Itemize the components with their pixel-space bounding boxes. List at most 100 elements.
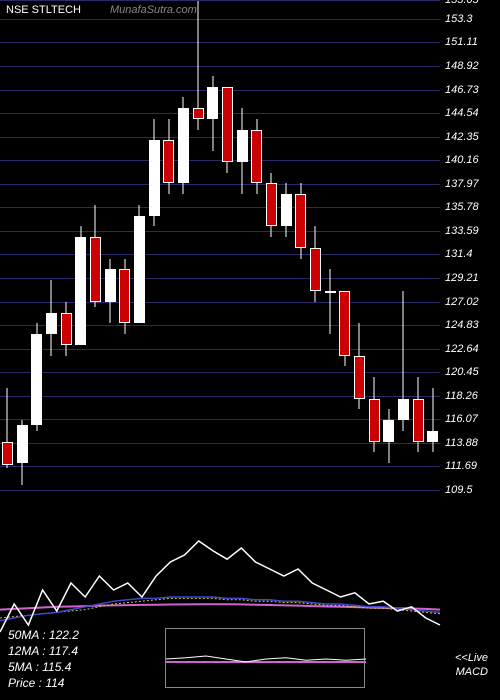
candle: [2, 0, 13, 490]
candle: [237, 0, 248, 490]
candle-body: [413, 399, 424, 442]
y-tick-label: 131.4: [445, 248, 473, 260]
y-tick-label: 113.88: [445, 437, 478, 449]
y-tick-label: 122.64: [445, 343, 479, 355]
stock-chart: NSE STLTECH MunafaSutra.com 50MA : 122.2…: [0, 0, 500, 700]
candle-body: [105, 269, 116, 301]
candle-body: [163, 140, 174, 183]
y-tick-label: 155.05: [445, 0, 479, 6]
candle: [207, 0, 218, 490]
macd-inset: [165, 628, 365, 688]
y-tick-label: 135.78: [445, 201, 479, 213]
candle: [369, 0, 380, 490]
live-label: <<Live: [455, 652, 488, 664]
candle-body: [178, 108, 189, 183]
y-tick-label: 144.54: [445, 107, 479, 119]
watermark: MunafaSutra.com: [110, 4, 197, 16]
y-tick-label: 116.07: [445, 413, 478, 425]
candle-body: [193, 108, 204, 119]
candle: [251, 0, 262, 490]
y-tick-label: 118.26: [445, 390, 478, 402]
candle-body: [61, 313, 72, 345]
y-tick-label: 148.92: [445, 60, 479, 72]
macd-panel: 50MA : 122.2 12MA : 117.4 5MA : 115.4 Pr…: [0, 505, 500, 700]
candle: [193, 0, 204, 490]
candle-body: [339, 291, 350, 356]
gridline: [0, 490, 440, 491]
candlestick-panel: [0, 0, 440, 490]
candle: [325, 0, 336, 490]
ma50-label: 50MA : 122.2: [8, 628, 79, 642]
candle: [354, 0, 365, 490]
candle-body: [398, 399, 409, 421]
candle-body: [354, 356, 365, 399]
y-tick-label: 153.3: [445, 13, 473, 25]
candle-body: [222, 87, 233, 162]
candle: [119, 0, 130, 490]
candle-body: [46, 313, 57, 335]
candle: [310, 0, 321, 490]
candle: [222, 0, 233, 490]
y-tick-label: 137.97: [445, 178, 479, 190]
candle-body: [207, 87, 218, 119]
candle-body: [237, 130, 248, 162]
candle-body: [17, 425, 28, 463]
candle-body: [310, 248, 321, 291]
candle: [383, 0, 394, 490]
candle-body: [2, 442, 13, 466]
y-tick-label: 111.69: [445, 460, 477, 472]
candle-body: [266, 183, 277, 226]
y-tick-label: 127.02: [445, 296, 479, 308]
candle-body: [134, 216, 145, 324]
candle-body: [369, 399, 380, 442]
candle: [398, 0, 409, 490]
candle: [90, 0, 101, 490]
y-tick-label: 124.83: [445, 319, 479, 331]
candle: [178, 0, 189, 490]
candle-body: [325, 291, 336, 293]
candle: [134, 0, 145, 490]
indicator-line: [0, 597, 440, 621]
candle-body: [295, 194, 306, 248]
y-tick-label: 142.35: [445, 131, 479, 143]
candle-wick: [330, 269, 331, 334]
y-tick-label: 146.73: [445, 84, 479, 96]
y-tick-label: 109.5: [445, 484, 473, 496]
candle: [427, 0, 438, 490]
y-tick-label: 120.45: [445, 366, 479, 378]
candle: [163, 0, 174, 490]
candle-body: [31, 334, 42, 425]
candle: [149, 0, 160, 490]
candle-body: [149, 140, 160, 215]
candle: [413, 0, 424, 490]
candle: [61, 0, 72, 490]
candle-body: [427, 431, 438, 442]
candle: [295, 0, 306, 490]
candle: [266, 0, 277, 490]
candle-body: [75, 237, 86, 345]
indicator-line: [0, 541, 440, 632]
candle: [339, 0, 350, 490]
candle: [281, 0, 292, 490]
ma12-label: 12MA : 117.4: [8, 644, 78, 658]
inset-lines: [166, 629, 366, 689]
ma5-label: 5MA : 115.4: [8, 660, 71, 674]
candle: [17, 0, 28, 490]
macd-label: MACD: [456, 666, 488, 678]
y-tick-label: 151.11: [445, 36, 478, 48]
candle: [75, 0, 86, 490]
candle: [46, 0, 57, 490]
price-label: Price : 114: [8, 676, 64, 690]
candle-body: [119, 269, 130, 323]
y-tick-label: 133.59: [445, 225, 479, 237]
candle: [105, 0, 116, 490]
y-tick-label: 129.21: [445, 272, 479, 284]
candle-wick: [432, 388, 433, 453]
y-tick-label: 140.16: [445, 154, 479, 166]
chart-title: NSE STLTECH: [6, 4, 81, 16]
candle-body: [90, 237, 101, 302]
candle-body: [251, 130, 262, 184]
candle-body: [281, 194, 292, 226]
candle: [31, 0, 42, 490]
candle-body: [383, 420, 394, 442]
